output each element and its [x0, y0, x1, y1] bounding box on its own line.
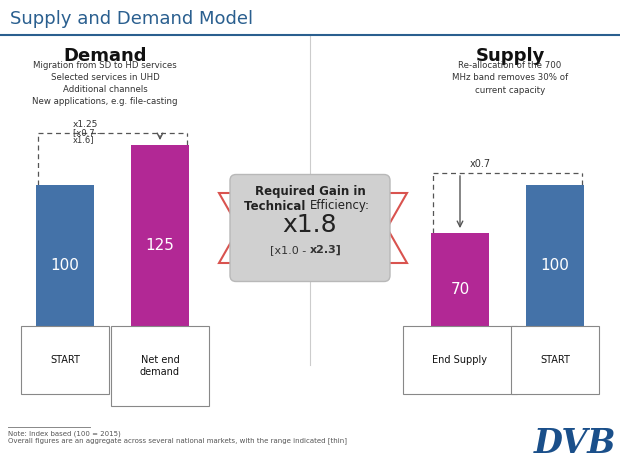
- Text: 100: 100: [51, 258, 79, 272]
- Text: 70: 70: [450, 281, 469, 297]
- Text: Required Gain in: Required Gain in: [255, 186, 365, 199]
- Text: x1.8: x1.8: [283, 213, 337, 237]
- Text: Additional channels: Additional channels: [63, 85, 148, 94]
- Text: [x0.7 -: [x0.7 -: [73, 128, 100, 137]
- FancyBboxPatch shape: [230, 174, 390, 281]
- Bar: [526, 185, 584, 345]
- Text: Supply: Supply: [476, 47, 545, 65]
- Text: Net end
demand: Net end demand: [140, 355, 180, 377]
- Bar: [431, 233, 489, 345]
- Text: Efficiency:: Efficiency:: [310, 199, 370, 213]
- Text: Overall figures are an aggregate across several national markets, with the range: Overall figures are an aggregate across …: [8, 437, 347, 444]
- Text: START: START: [50, 355, 80, 365]
- Bar: [36, 185, 94, 345]
- Text: Note: Index based (100 = 2015): Note: Index based (100 = 2015): [8, 430, 121, 437]
- Text: x1.25: x1.25: [73, 120, 99, 129]
- Text: [x1.0 -: [x1.0 -: [270, 245, 310, 255]
- Text: x1.6]: x1.6]: [73, 135, 94, 144]
- Bar: [131, 145, 189, 345]
- Text: End Supply: End Supply: [433, 355, 487, 365]
- Text: START: START: [540, 355, 570, 365]
- Text: Supply and Demand Model: Supply and Demand Model: [10, 10, 253, 28]
- Text: Technical: Technical: [244, 199, 310, 213]
- Text: New applications, e.g. file-casting: New applications, e.g. file-casting: [32, 97, 178, 106]
- Text: 125: 125: [146, 238, 174, 252]
- Text: Demand: Demand: [63, 47, 147, 65]
- Text: x2.3]: x2.3]: [310, 245, 342, 255]
- Text: 100: 100: [541, 258, 569, 272]
- Text: Selected services in UHD: Selected services in UHD: [51, 73, 159, 82]
- Text: DVB: DVB: [534, 426, 616, 459]
- Text: x0.7: x0.7: [470, 159, 491, 169]
- Text: Migration from SD to HD services: Migration from SD to HD services: [33, 61, 177, 70]
- Text: Re-allocation of the 700
MHz band removes 30% of
current capacity: Re-allocation of the 700 MHz band remove…: [452, 61, 568, 95]
